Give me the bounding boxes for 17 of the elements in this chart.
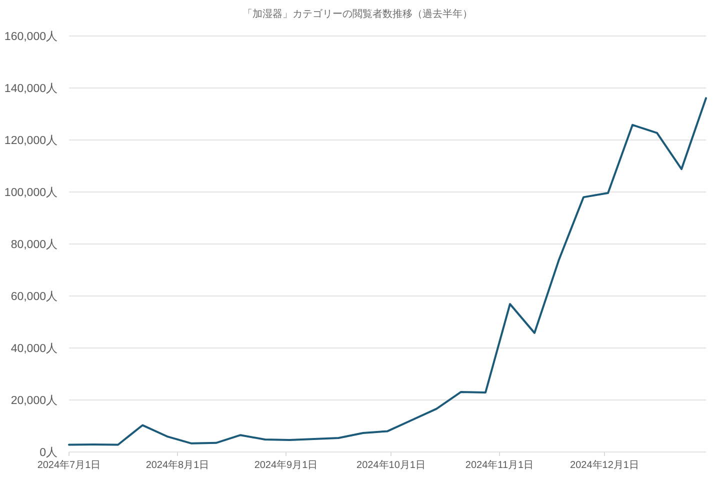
x-tick-label: 2024年7月1日 <box>37 459 101 471</box>
y-tick-label: 80,000人 <box>10 238 58 252</box>
x-tick-label: 2024年12月1日 <box>570 459 639 471</box>
chart-title: 「加湿器」カテゴリーの閲覧者数推移（過去半年） <box>242 8 472 20</box>
y-tick-label: 60,000人 <box>10 290 58 304</box>
x-tick-label: 2024年9月1日 <box>254 459 318 471</box>
y-tick-label: 120,000人 <box>4 134 58 148</box>
y-tick-label: 160,000人 <box>4 30 58 44</box>
y-tick-label: 100,000人 <box>4 186 58 200</box>
line-series <box>68 97 707 446</box>
y-tick-label: 0人 <box>40 446 58 460</box>
y-tick-label: 140,000人 <box>4 82 58 96</box>
y-tick-label: 20,000人 <box>10 394 58 408</box>
x-tick-label: 2024年11月1日 <box>465 459 534 471</box>
x-tick-label: 2024年8月1日 <box>146 459 210 471</box>
y-tick-label: 40,000人 <box>10 342 58 356</box>
x-tick-label: 2024年10月1日 <box>356 459 426 471</box>
